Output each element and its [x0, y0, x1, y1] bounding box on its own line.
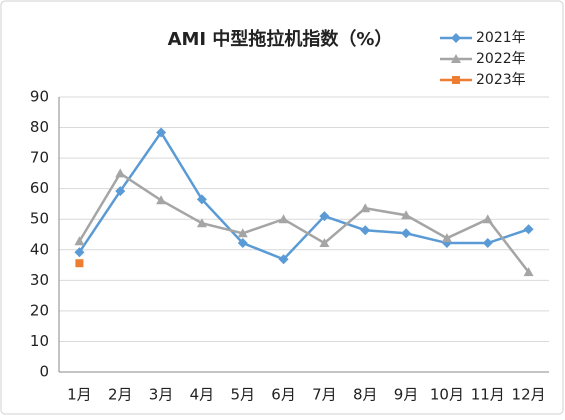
y-tick-label: 0 [39, 363, 49, 381]
point [360, 203, 371, 213]
y-tick-label: 40 [30, 240, 49, 258]
legend-marker [451, 33, 461, 43]
x-tick-label: 5月 [230, 386, 255, 404]
x-tick-label: 11月 [471, 386, 505, 404]
y-tick-label: 80 [30, 118, 49, 136]
x-tick-label: 1月 [67, 386, 92, 404]
point [278, 254, 289, 265]
point [75, 259, 84, 268]
x-tick-label: 12月 [512, 386, 546, 404]
x-tick-label: 7月 [312, 386, 337, 404]
point [482, 214, 493, 224]
legend-label: 2022年 [476, 51, 526, 67]
x-tick-label: 3月 [149, 386, 174, 404]
legend-marker [452, 76, 460, 84]
point [196, 218, 207, 228]
x-tick-label: 2月 [108, 386, 133, 404]
point [523, 267, 534, 277]
y-tick-label: 90 [30, 88, 49, 106]
x-tick-label: 8月 [353, 386, 378, 404]
point [319, 238, 330, 248]
legend-label: 2023年 [476, 72, 526, 88]
point [156, 195, 167, 205]
point [237, 238, 248, 249]
point [115, 168, 126, 178]
x-tick-label: 4月 [190, 386, 215, 404]
x-tick-label: 9月 [394, 386, 419, 404]
point [74, 247, 85, 258]
point [482, 238, 493, 249]
point [401, 228, 412, 239]
y-tick-label: 50 [30, 210, 49, 228]
point [196, 194, 207, 205]
point [74, 236, 85, 246]
y-tick-label: 30 [30, 271, 49, 289]
point [360, 225, 371, 236]
point [278, 214, 289, 224]
legend-marker [451, 54, 461, 63]
legend-label: 2021年 [476, 30, 526, 46]
series-line [78, 171, 530, 273]
series-line [78, 130, 529, 261]
point [441, 233, 452, 243]
y-tick-label: 10 [30, 332, 49, 350]
y-tick-label: 70 [30, 149, 49, 167]
x-tick-label: 6月 [271, 386, 296, 404]
point [115, 186, 126, 197]
y-tick-label: 20 [30, 301, 49, 319]
y-tick-label: 60 [30, 179, 49, 197]
point [401, 210, 412, 220]
point [523, 224, 534, 235]
point [156, 127, 167, 138]
point [237, 228, 248, 238]
x-tick-label: 10月 [430, 386, 464, 404]
chart-title: AMI 中型拖拉机指数（%） [168, 28, 393, 50]
point [319, 211, 330, 222]
